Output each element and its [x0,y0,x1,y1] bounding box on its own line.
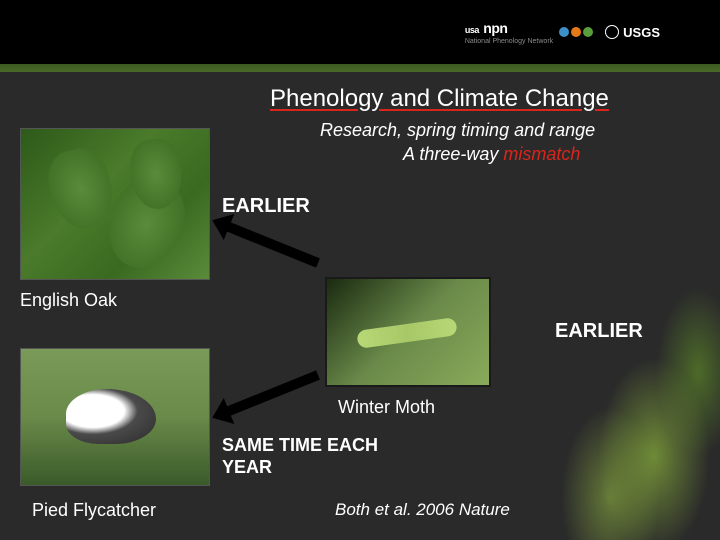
usgs-text: USGS [623,25,660,40]
header-bar: usa npn National Phenology Network USGS [0,0,720,64]
image-winter-moth [325,277,491,387]
usgs-logo: USGS [605,25,660,40]
label-english-oak: English Oak [20,290,117,311]
label-pied-flycatcher: Pied Flycatcher [32,500,156,521]
label-same-time: SAME TIME EACH YEAR [222,435,422,478]
citation-text: Both et al. 2006 Nature [335,500,510,520]
slide-subtitle-1: Research, spring timing and range [320,120,595,141]
arrow-moth-to-bird [223,370,319,417]
subtitle-mismatch: mismatch [503,144,580,164]
label-winter-moth: Winter Moth [338,397,435,418]
subtitle-prefix: A three-way [403,144,503,164]
label-earlier-oak: EARLIER [222,195,310,218]
arrow-moth-to-oak [223,221,319,268]
npn-prefix: usa [465,25,479,35]
slide-subtitle-2: A three-way mismatch [403,144,580,165]
slide-title: Phenology and Climate Change [270,85,609,113]
label-earlier-moth: EARLIER [555,320,643,343]
image-english-oak [20,128,210,280]
image-pied-flycatcher [20,348,210,486]
npn-subtitle: National Phenology Network [465,38,553,45]
divider-bar [0,64,720,72]
npn-dots-icon [559,27,593,37]
usgs-wave-icon [605,25,619,39]
npn-logo: usa npn National Phenology Network [465,20,593,45]
npn-main: npn [483,20,507,36]
